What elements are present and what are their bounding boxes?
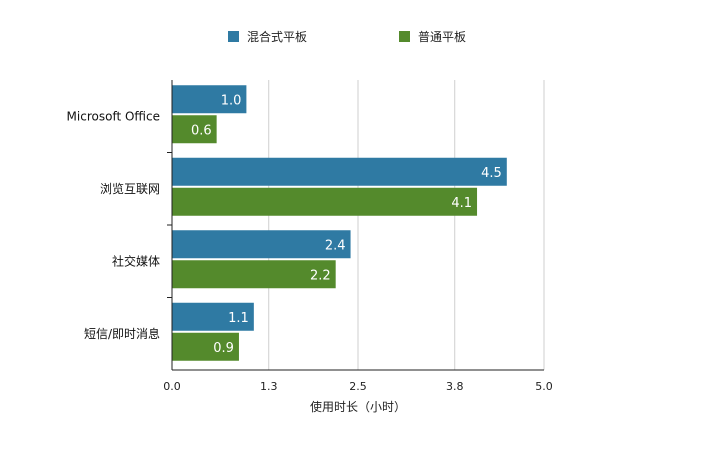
x-tick-label-0: 0.0 xyxy=(163,380,181,393)
bar-s0-c3 xyxy=(172,302,254,331)
legend-item-regular: 普通平板 xyxy=(399,28,466,45)
x-tick-label-1: 1.3 xyxy=(260,380,278,393)
bar-s1-c1 xyxy=(172,187,478,216)
bar-value-label-s0-c0: 1.0 xyxy=(221,93,242,108)
x-axis-label: 使用时长（小时） xyxy=(309,400,406,414)
category-label-2: 社交媒体 xyxy=(112,253,160,268)
category-label-0: Microsoft Office xyxy=(67,109,160,123)
legend-item-hybrid: 混合式平板 xyxy=(228,28,307,45)
bar-s0-c0 xyxy=(172,85,247,114)
bar-value-label-s0-c1: 4.5 xyxy=(481,166,502,181)
legend-swatch-regular xyxy=(399,31,410,42)
bar-value-label-s1-c3: 0.9 xyxy=(213,341,234,356)
legend-label-regular: 普通平板 xyxy=(418,30,467,44)
bar-value-label-s1-c2: 2.2 xyxy=(310,268,331,283)
bar-value-label-s0-c3: 1.1 xyxy=(228,311,249,326)
category-label-3: 短信/即时消息 xyxy=(84,326,160,341)
bar-value-label-s0-c2: 2.4 xyxy=(325,238,346,253)
legend-swatch-hybrid xyxy=(228,31,239,42)
bar-s1-c2 xyxy=(172,260,336,289)
category-label-1: 浏览互联网 xyxy=(100,181,160,196)
x-tick-label-2: 2.5 xyxy=(349,380,367,393)
x-tick-label-4: 5.0 xyxy=(535,380,553,393)
bar-s0-c2 xyxy=(172,230,351,259)
bar-s1-c3 xyxy=(172,332,239,361)
bar-s0-c1 xyxy=(172,157,507,186)
legend: 混合式平板 普通平板 xyxy=(0,28,720,52)
bar-s1-c0 xyxy=(172,115,217,144)
legend-label-hybrid: 混合式平板 xyxy=(247,30,308,44)
bar-value-label-s1-c1: 4.1 xyxy=(451,196,472,211)
bar-value-label-s1-c0: 0.6 xyxy=(191,123,212,138)
x-tick-label-3: 3.8 xyxy=(446,380,464,393)
